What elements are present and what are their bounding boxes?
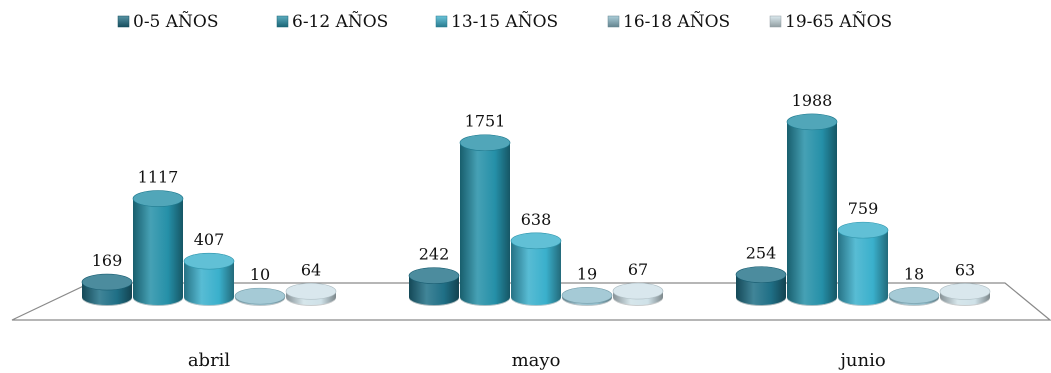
bars: [81, 113, 991, 306]
category-labels: abril mayo junio: [188, 350, 886, 371]
bar: [786, 113, 838, 306]
data-label: 67: [628, 260, 648, 279]
legend-label: 0-5 AÑOS: [133, 11, 219, 32]
bar: [888, 287, 940, 306]
legend-label: 16-18 AÑOS: [623, 11, 730, 32]
legend-swatch: [435, 15, 448, 28]
bar: [285, 283, 337, 306]
legend-swatch: [276, 15, 289, 28]
data-label: 19: [577, 264, 597, 283]
data-label: 10: [250, 265, 270, 284]
legend-item: 16-18 AÑOS: [607, 11, 730, 32]
legend-swatch: [117, 15, 130, 28]
category-label: abril: [188, 350, 231, 371]
bar: [132, 190, 184, 306]
legend-item: 19-65 AÑOS: [769, 11, 892, 32]
data-label: 63: [955, 260, 975, 279]
legend-item: 0-5 AÑOS: [117, 11, 219, 32]
bar: [837, 221, 889, 306]
bar: [81, 273, 133, 306]
bar: [183, 252, 235, 306]
legend-label: 19-65 AÑOS: [785, 11, 892, 32]
legend-swatch: [607, 15, 620, 28]
data-label: 1751: [465, 112, 506, 131]
category-label: mayo: [512, 350, 561, 371]
legend-swatch: [769, 15, 782, 28]
legend-item: 13-15 AÑOS: [435, 11, 558, 32]
data-label: 18: [904, 264, 924, 283]
bar: [459, 134, 511, 306]
bar: [510, 232, 562, 306]
legend-label: 13-15 AÑOS: [451, 11, 558, 32]
data-label: 169: [92, 251, 123, 270]
category-label: junio: [838, 350, 885, 371]
data-label: 1117: [138, 168, 179, 187]
data-label: 242: [419, 245, 450, 264]
legend-label: 6-12 AÑOS: [292, 11, 388, 32]
bar: [561, 287, 613, 306]
legend-item: 6-12 AÑOS: [276, 11, 388, 32]
data-label: 759: [848, 199, 879, 218]
data-label: 407: [194, 230, 225, 249]
bar: [408, 267, 460, 306]
data-label: 638: [521, 210, 552, 229]
legend: 0-5 AÑOS 6-12 AÑOS 13-15 AÑOS 16-18 AÑOS 19-…: [117, 11, 892, 32]
bar: [612, 282, 664, 306]
data-labels: 169 1117 407 10 64 242 1751 638 19 67 254 1988 759 18…: [92, 91, 975, 284]
bar: [939, 283, 991, 306]
data-label: 64: [301, 260, 321, 279]
data-label: 1988: [792, 91, 833, 110]
bar: [234, 287, 286, 306]
data-label: 254: [746, 244, 777, 263]
bar: [735, 266, 787, 306]
